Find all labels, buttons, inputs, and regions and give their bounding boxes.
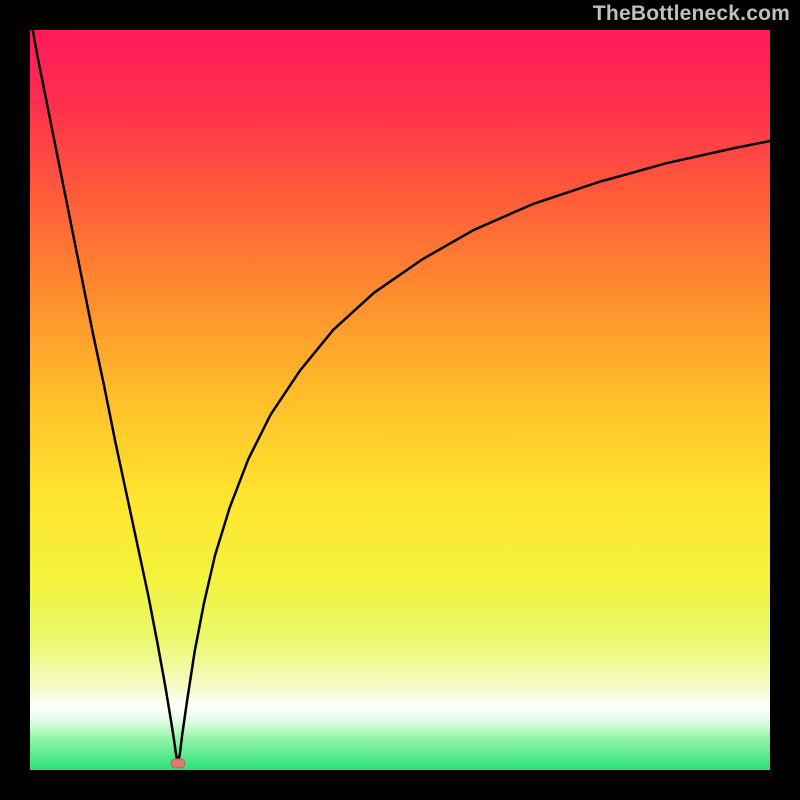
- bottleneck-chart: [0, 0, 800, 800]
- watermark-text: TheBottleneck.com: [593, 2, 790, 26]
- optimum-marker: [171, 759, 185, 768]
- chart-container: TheBottleneck.com: [0, 0, 800, 800]
- gradient-background: [30, 30, 770, 770]
